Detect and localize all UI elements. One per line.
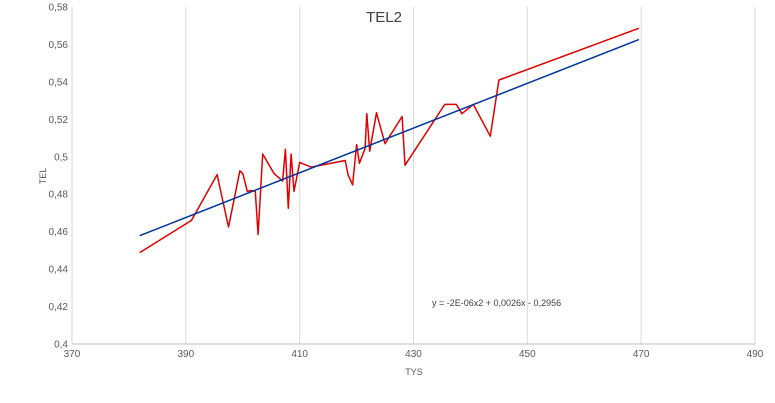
x-tick-label: 490	[747, 349, 764, 360]
y-axis-title: TEL	[38, 168, 48, 185]
y-tick-label: 0,54	[49, 77, 69, 88]
y-tick-label: 0,52	[49, 115, 69, 126]
x-tick-label: 390	[177, 349, 194, 360]
x-tick-label: 470	[633, 349, 650, 360]
y-tick-label: 0,56	[49, 40, 69, 51]
x-tick-label: 450	[519, 349, 536, 360]
y-tick-label: 0,4	[54, 340, 68, 351]
x-tick-label: 430	[405, 349, 422, 360]
series	[139, 27, 640, 254]
y-tick-label: 0,48	[49, 190, 69, 201]
y-tick-label: 0,58	[49, 3, 69, 14]
x-tick-label: 370	[64, 349, 81, 360]
y-tick-label: 0,44	[49, 265, 69, 276]
chart-title: TEL2	[366, 9, 402, 26]
x-tick-label: 410	[291, 349, 308, 360]
x-axis-title: TYS	[405, 367, 423, 377]
y-tick-label: 0,42	[49, 302, 69, 313]
series-line	[139, 27, 640, 254]
axes: 370 390 410 430 450 470 490 0,4 0,42 0,44 0,46 0,48…	[49, 3, 764, 361]
y-tick-label: 0,5	[54, 152, 68, 163]
grid	[71, 7, 756, 344]
trendline	[139, 39, 640, 237]
trendline-equation: y = -2E-06x2 + 0,0026x - 0,2956	[432, 298, 561, 308]
y-tick-label: 0,46	[49, 227, 69, 238]
